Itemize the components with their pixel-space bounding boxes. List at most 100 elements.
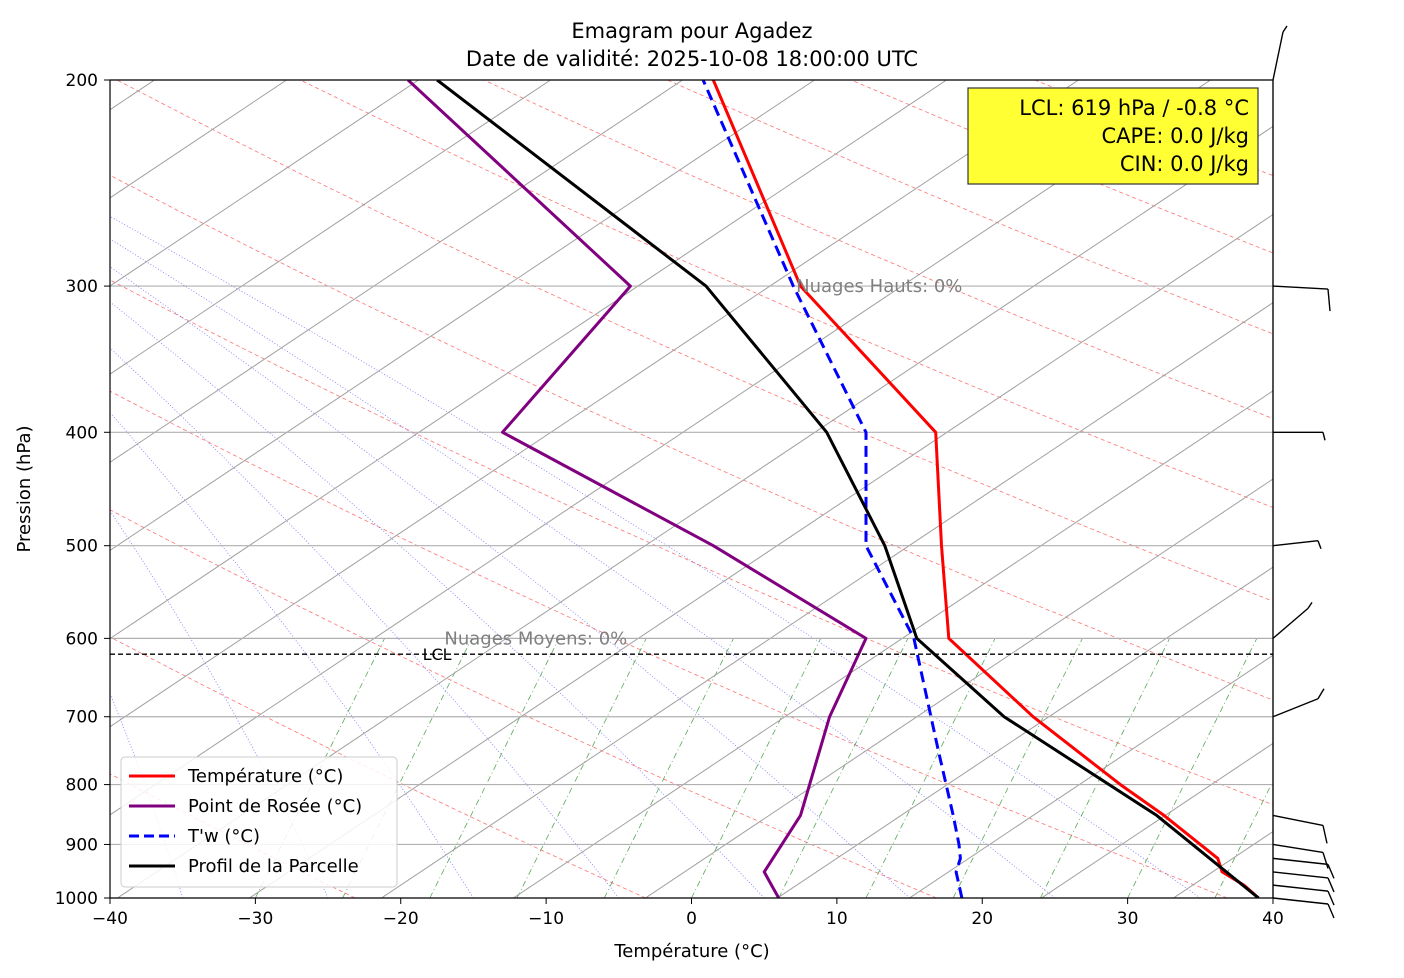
y-tick-label: 200 (66, 71, 98, 91)
x-tick-label: 20 (971, 909, 993, 929)
wind-barb-shaft (1272, 884, 1329, 892)
wind-barb-flag (1322, 432, 1326, 441)
wind-barb-flag (1317, 688, 1325, 700)
moist-adiabat (110, 301, 765, 898)
isotherm (110, 80, 948, 640)
wind-barb-shaft (1272, 31, 1284, 81)
series-lines (406, 80, 1260, 898)
x-tick-label: 40 (1262, 909, 1284, 929)
mixing-ratio-line (603, 638, 734, 898)
isotherm (1040, 742, 1273, 898)
isotherm (644, 478, 1273, 898)
wind-barb-shaft (1272, 607, 1309, 639)
mixing-ratio-line (1040, 638, 1170, 898)
y-axis: 200 300 400 500 600 700 800 900 1000 (55, 71, 110, 909)
dry-adiabat (483, 80, 1273, 419)
wind-barb-flag (1322, 825, 1328, 844)
mixing-ratio-line (1389, 638, 1404, 898)
x-axis: −40 −30 −20 −10 0 10 20 30 40 (92, 898, 1284, 929)
wind-barb-flag (1282, 25, 1288, 33)
wind-barb-shaft (1272, 871, 1329, 879)
dry-adiabat (667, 80, 1273, 335)
y-tick-label: 600 (66, 629, 98, 649)
y-tick-label: 1000 (55, 889, 98, 909)
mixing-ratio-line (1214, 780, 1273, 898)
wind-barb-shaft (1272, 540, 1319, 547)
wind-barb-flag (1327, 903, 1335, 919)
y-tick-label: 300 (66, 277, 98, 297)
legend: Température (°C) Point de Rosée (°C) T'w… (120, 756, 398, 888)
x-tick-label: 10 (826, 909, 848, 929)
legend-box (120, 756, 398, 888)
y-axis-label: Pression (hPa) (14, 425, 35, 552)
wetbulb-line (701, 80, 964, 898)
isotherm (110, 80, 1080, 728)
mixing-ratio-line (1302, 638, 1404, 898)
x-tick-label: −10 (528, 909, 564, 929)
annotation-high-clouds: Nuages Hauts: 0% (796, 276, 962, 297)
wind-barb-shaft (1272, 814, 1324, 827)
parcel-line (436, 80, 1260, 898)
isotherm (110, 80, 420, 287)
info-cin: CIN: 0.0 J/kg (1120, 152, 1249, 176)
lcl-label: LCL (423, 645, 452, 664)
y-tick-label: 500 (66, 537, 98, 557)
y-tick-label: 700 (66, 708, 98, 728)
wind-barb-shaft (1272, 843, 1324, 854)
isotherm (1172, 830, 1273, 898)
mixing-ratio-line (516, 638, 647, 898)
isotherm (1298, 75, 1404, 903)
isotherm (776, 566, 1273, 898)
wind-barb-shaft (1272, 285, 1329, 290)
chart-title: Emagram pour Agadez (571, 19, 812, 43)
chart-subtitle: Date de validité: 2025-10-08 18:00:00 UT… (466, 47, 918, 71)
info-box: LCL: 619 hPa / -0.8 °C CAPE: 0.0 J/kg CI… (967, 87, 1259, 185)
wind-barb-shaft (1272, 857, 1329, 866)
x-tick-label: −20 (383, 909, 419, 929)
legend-label-temperature: Température (°C) (187, 766, 343, 787)
dewpoint-line (406, 80, 868, 898)
temperature-line (711, 80, 1260, 898)
x-tick-label: 0 (686, 909, 697, 929)
mixing-ratio-line (1127, 638, 1258, 898)
isotherm (248, 213, 1273, 898)
mixing-ratio-line (865, 638, 996, 898)
isotherm (380, 302, 1273, 898)
wind-barb-shaft (1272, 698, 1319, 718)
legend-label-parcel: Profil de la Parcelle (188, 856, 359, 877)
x-axis-label: Température (°C) (613, 941, 769, 962)
isotherm (512, 390, 1273, 898)
wind-barb-flag (1307, 601, 1313, 609)
wind-barb-flag (1327, 289, 1331, 312)
wind-barb-flag (1327, 864, 1335, 879)
wind-barb-flag (1317, 540, 1322, 549)
dry-adiabat (850, 80, 1273, 254)
wind-barb-flag (1327, 877, 1335, 893)
isotherm (110, 80, 816, 552)
mixing-ratio-line (429, 638, 560, 898)
isotherm (110, 80, 552, 375)
isotherm (110, 80, 684, 463)
info-box-background (967, 87, 1259, 185)
x-tick-label: 30 (1117, 909, 1139, 929)
info-cape: CAPE: 0.0 J/kg (1101, 124, 1249, 148)
wind-barbs (1272, 25, 1335, 919)
legend-label-wetbulb: T'w (°C) (187, 826, 260, 847)
mixing-ratio-line (691, 638, 822, 898)
y-tick-label: 900 (66, 835, 98, 855)
info-lcl: LCL: 619 hPa / -0.8 °C (1019, 96, 1249, 120)
dry-adiabat (300, 80, 1273, 508)
wind-barb-flag (1322, 852, 1329, 869)
y-tick-label: 400 (66, 423, 98, 443)
annotation-mid-clouds: Nuages Moyens: 0% (444, 628, 627, 649)
x-tick-label: −30 (237, 909, 273, 929)
isotherm (908, 654, 1273, 898)
wind-barb-shaft (1272, 897, 1329, 905)
legend-label-dewpoint: Point de Rosée (°C) (188, 796, 362, 817)
moist-adiabat (110, 347, 620, 898)
mixing-ratio-line (778, 638, 909, 898)
y-tick-label: 800 (66, 776, 98, 796)
wind-barb-flag (1327, 890, 1335, 906)
dry-adiabat (116, 80, 1273, 602)
